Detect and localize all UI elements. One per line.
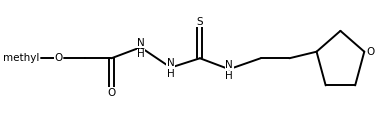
- Text: O: O: [55, 53, 63, 63]
- Text: S: S: [197, 16, 203, 26]
- Text: N: N: [137, 38, 144, 48]
- Text: H: H: [167, 69, 175, 79]
- Text: O: O: [366, 47, 374, 57]
- Text: H: H: [225, 71, 233, 81]
- Text: O: O: [107, 88, 116, 98]
- Text: N: N: [167, 58, 175, 68]
- Text: methyl: methyl: [3, 53, 40, 63]
- Text: H: H: [137, 49, 144, 59]
- Text: N: N: [225, 60, 233, 70]
